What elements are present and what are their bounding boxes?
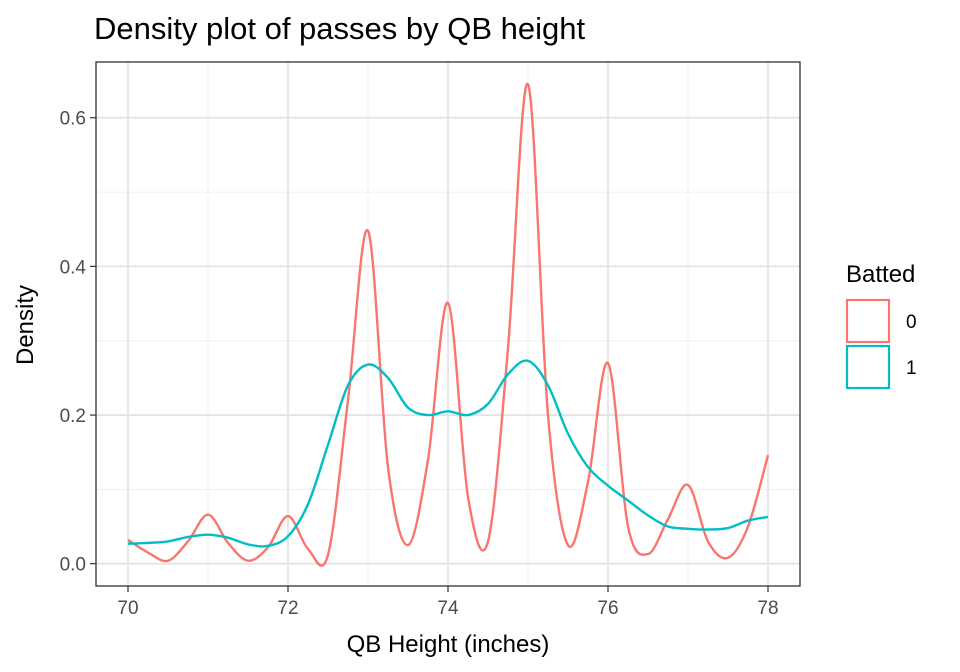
x-tick-label: 70 [117,598,138,619]
plot-panel [95,61,801,587]
legend-label-1: 1 [906,358,917,379]
density-lines [127,83,770,567]
x-tick-label: 74 [437,598,459,619]
chart-title: Density plot of passes by QB height [94,11,585,46]
density-line-batted-0 [127,83,770,567]
legend-key-1 [845,344,891,390]
x-axis: 70 72 74 76 78 [117,586,779,619]
x-tick-label: 72 [277,598,298,619]
y-axis-title: Density [12,285,39,365]
major-gridlines [96,62,800,586]
legend-label-0: 0 [906,312,917,333]
y-tick-label: 0.6 [60,109,86,130]
x-axis-title: QB Height (inches) [347,631,550,658]
legend-title: Batted [846,261,915,288]
y-axis: 0.0 0.2 0.4 0.6 [60,109,96,576]
density-line-batted-1 [127,359,769,548]
x-tick-label: 78 [757,598,778,619]
legend: Batted 0 1 [845,261,917,390]
x-tick-label: 76 [597,598,618,619]
y-tick-label: 0.0 [60,555,86,576]
y-tick-label: 0.2 [60,406,86,427]
y-tick-label: 0.4 [60,257,87,278]
legend-key-0 [845,298,891,344]
